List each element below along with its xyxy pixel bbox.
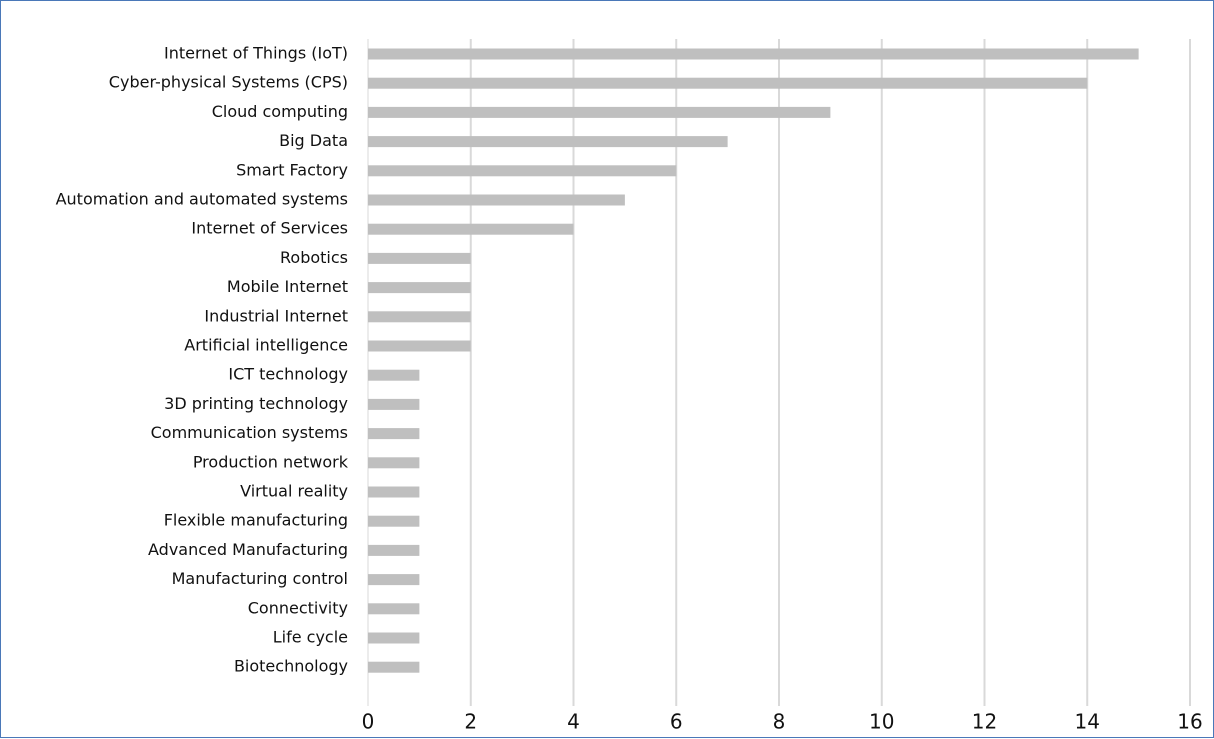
category-label: Automation and automated systems <box>56 190 348 209</box>
category-label: Communication systems <box>151 423 348 442</box>
category-label: Cloud computing <box>212 102 348 121</box>
bar <box>368 603 420 615</box>
bars <box>368 48 1139 673</box>
bar <box>368 515 420 527</box>
bar <box>368 340 471 352</box>
bar <box>368 311 471 323</box>
category-label: Life cycle <box>273 628 348 647</box>
x-tick-label: 4 <box>567 710 580 734</box>
category-label: Big Data <box>279 131 348 150</box>
x-tick-label: 6 <box>670 710 683 734</box>
category-label: 3D printing technology <box>164 394 348 413</box>
category-label: Artificial intelligence <box>184 336 348 355</box>
bar <box>368 223 574 235</box>
category-label: Manufacturing control <box>172 569 348 588</box>
category-label: Internet of Services <box>191 219 348 238</box>
bar <box>368 574 420 586</box>
bar <box>368 77 1088 89</box>
bar <box>368 136 728 148</box>
bar <box>368 194 625 206</box>
category-label: Cyber-physical Systems (CPS) <box>109 73 348 92</box>
category-label: Internet of Things (IoT) <box>164 44 348 63</box>
category-label: ICT technology <box>228 365 348 384</box>
category-label: Connectivity <box>248 598 348 617</box>
bar <box>368 252 471 264</box>
category-label: Industrial Internet <box>204 306 348 325</box>
bar <box>368 661 420 673</box>
bar <box>368 457 420 469</box>
bar <box>368 282 471 294</box>
x-tick-label: 0 <box>362 710 375 734</box>
x-tick-labels: 0 2 4 6 8 10 12 14 16 <box>362 710 1203 734</box>
category-label: Advanced Manufacturing <box>148 540 348 559</box>
category-label: Biotechnology <box>234 657 348 676</box>
bar <box>368 486 420 498</box>
bar <box>368 428 420 440</box>
x-tick-label: 8 <box>773 710 786 734</box>
category-labels: Internet of Things (IoT) Cyber-physical S… <box>56 44 349 676</box>
bar <box>368 632 420 644</box>
category-label: Virtual reality <box>240 482 348 501</box>
category-label: Smart Factory <box>236 160 348 179</box>
category-label: Robotics <box>280 248 348 267</box>
x-tick-label: 14 <box>1075 710 1100 734</box>
x-tick-label: 12 <box>972 710 997 734</box>
gridlines <box>367 39 1191 706</box>
bar <box>368 398 420 410</box>
x-tick-label: 2 <box>464 710 477 734</box>
bar <box>368 544 420 556</box>
category-label: Flexible manufacturing <box>164 511 348 530</box>
bar <box>368 165 677 177</box>
bar <box>368 48 1139 60</box>
bar <box>368 106 831 118</box>
category-label: Production network <box>193 452 349 471</box>
x-tick-label: 16 <box>1177 710 1202 734</box>
bar <box>368 369 420 381</box>
x-tick-label: 10 <box>869 710 894 734</box>
category-label: Mobile Internet <box>227 277 348 296</box>
